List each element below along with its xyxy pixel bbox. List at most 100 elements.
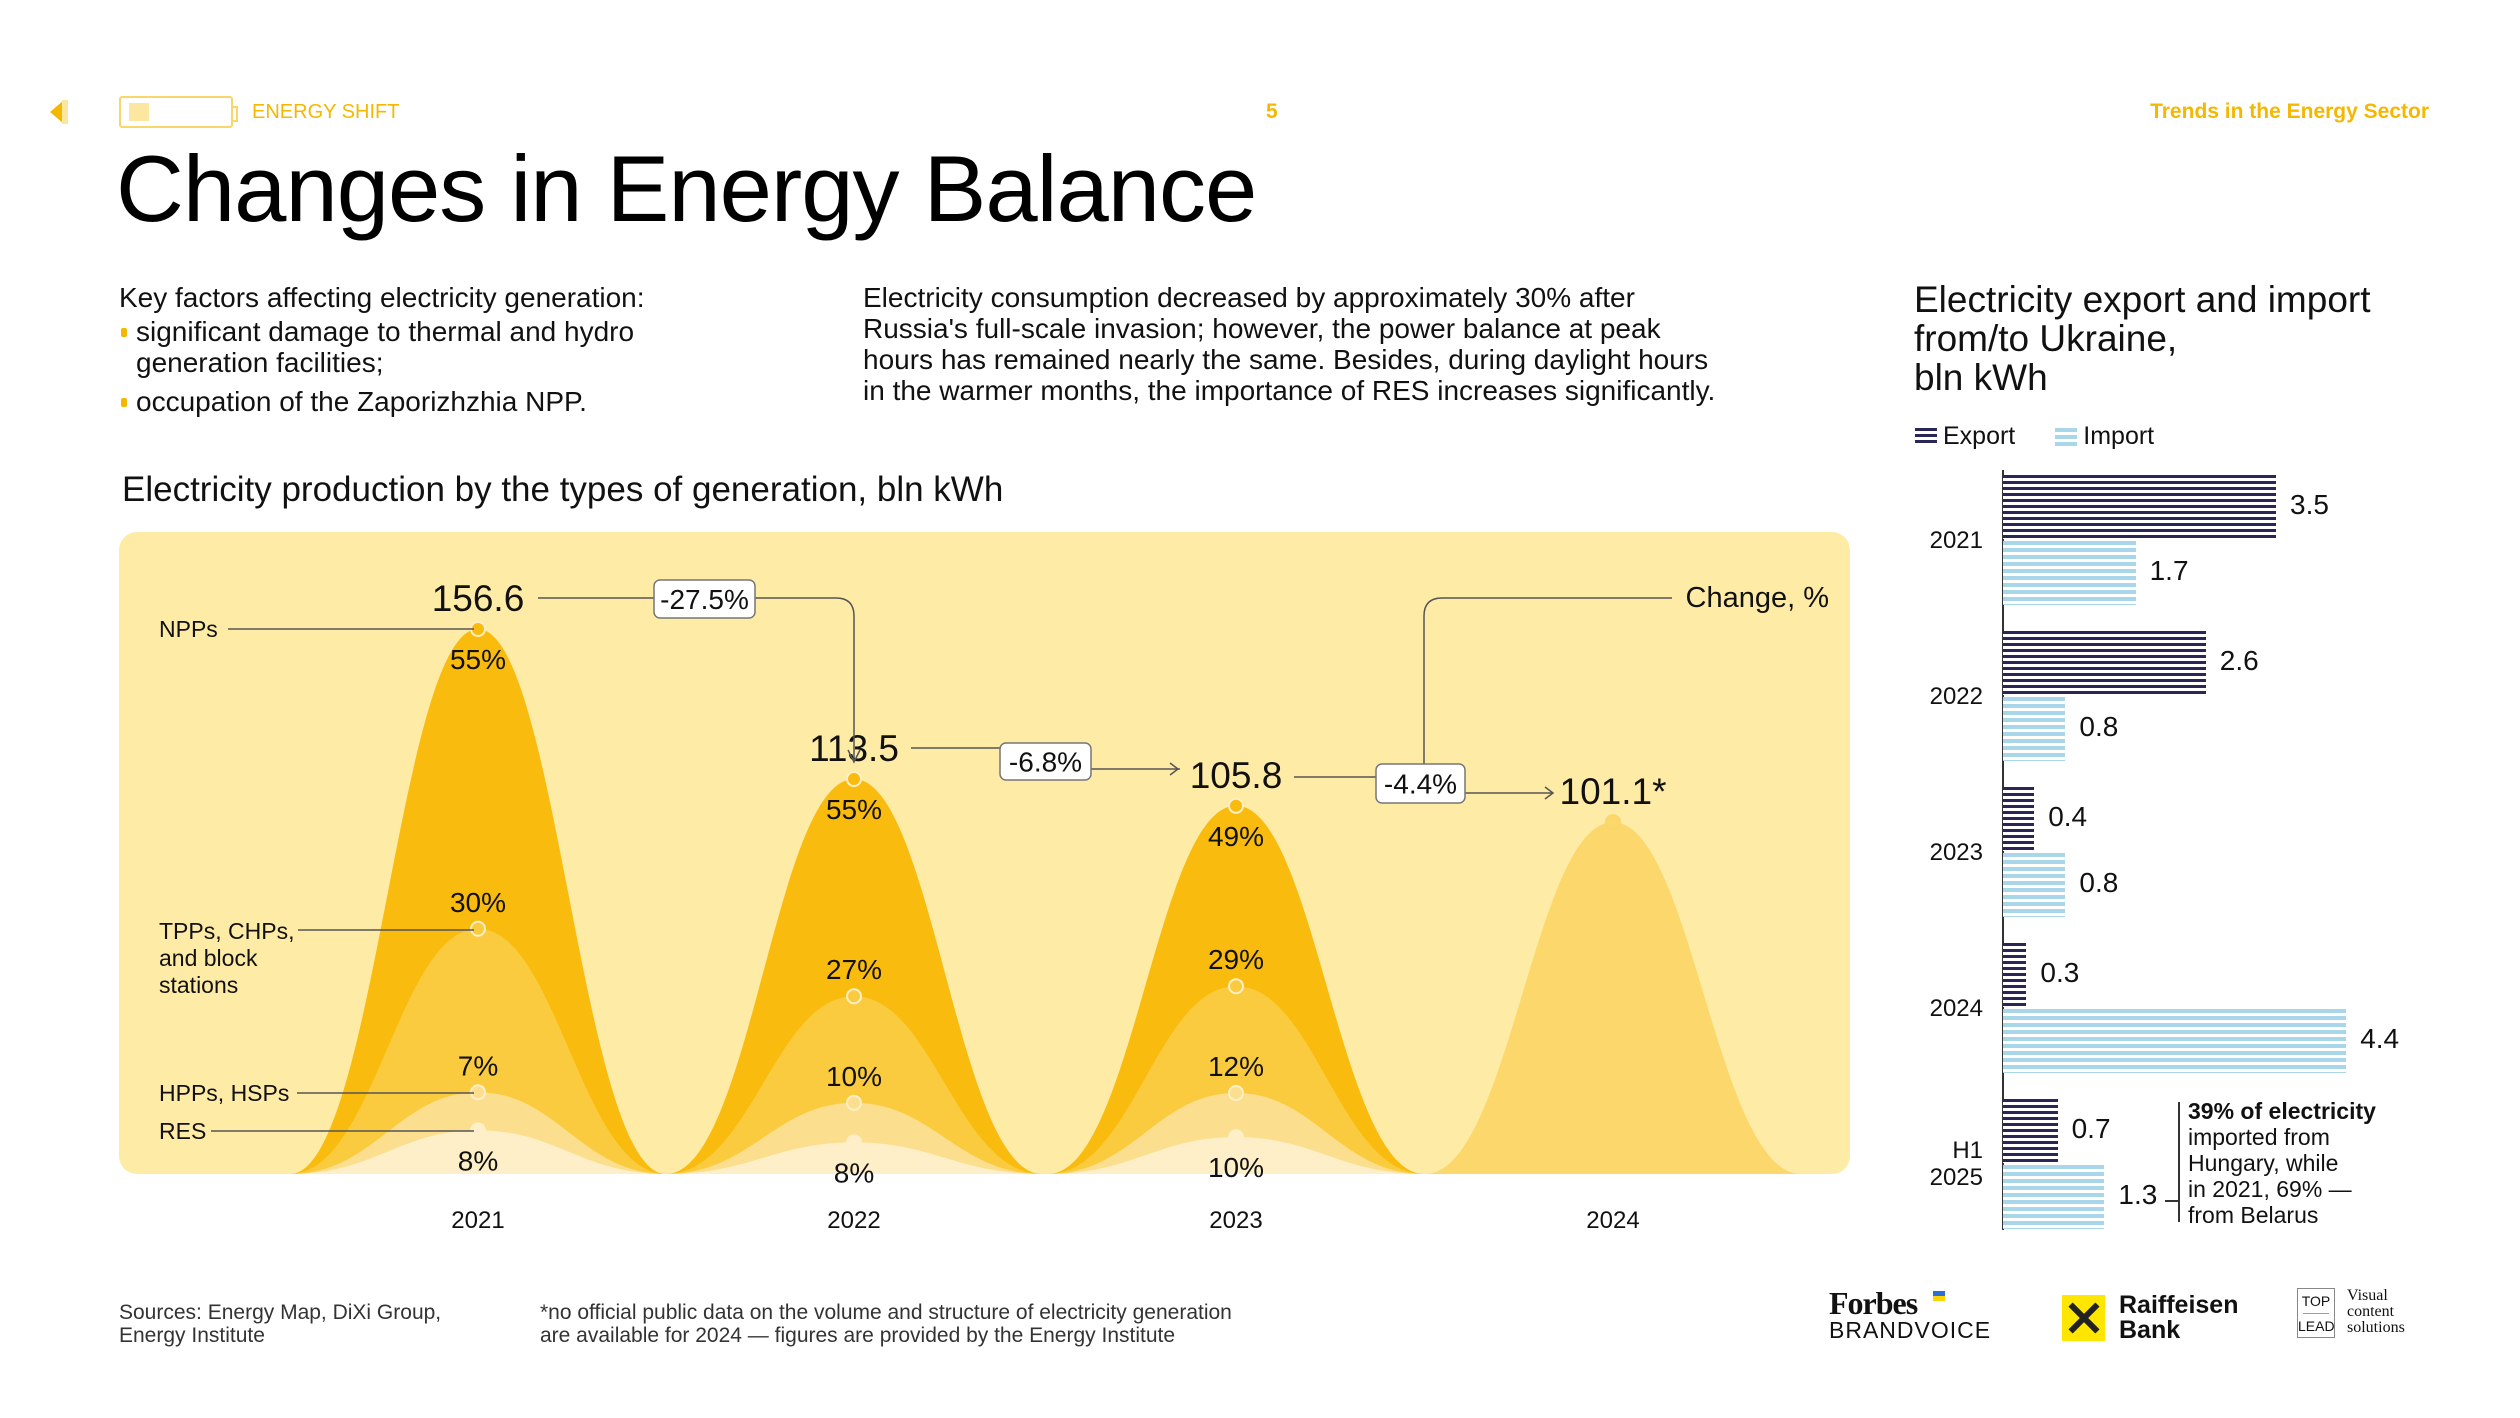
connector-line [538,597,855,761]
layer-npps-2021 [290,629,666,1174]
logo-text: Raiffeisen [2119,1291,2239,1319]
section-label: ENERGY SHIFT [252,101,400,123]
layer-res-2021 [290,1130,666,1174]
bar-value: 1.7 [2149,555,2189,586]
logo-text: Forbes [1829,1285,1918,1321]
chapter-title: Trends in the Energy Sector [2150,100,2429,123]
bullet-item: significant damage to thermal and hydro … [119,316,645,378]
footnote-line: are available for 2024 — figures are pro… [540,1324,1176,1347]
export-bar [2003,475,2276,539]
bar-value: 0.7 [2071,1113,2111,1144]
legend-label: Export [1943,422,2016,450]
connector-line [1423,597,1672,764]
layer-dot [846,1094,862,1111]
footnote: *no official public data on the volume a… [540,1301,1232,1347]
total-label: 101.1* [1560,771,1667,812]
page-title: Changes in Energy Balance [116,136,1257,241]
paragraph-line: Electricity consumption decreased by app… [863,282,1635,313]
layer-tpps-2023 [1048,986,1424,1174]
bullet-item: occupation of the Zaporizhzhia NPP. [119,386,645,417]
layer-dot [1228,1084,1244,1101]
layer-dot [846,770,862,787]
share-label: 55% [450,644,506,675]
export-bar [2003,787,2035,851]
share-label: 49% [1208,821,1264,852]
connector-line [911,747,1180,770]
share-label: 10% [826,1061,882,1092]
logo-text: TOP [2301,1293,2331,1309]
logo-text: content [2347,1303,2395,1320]
total-label: 156.6 [432,578,525,619]
category-line: H1 [1952,1137,1983,1164]
raiffeisen-bank-logo: Raiffeisen Bank [2062,1293,2238,1343]
layer-res-2022 [666,1142,1042,1174]
note-line: from Belarus [2188,1202,2319,1228]
share-label: 12% [1208,1051,1264,1082]
share-label: 8% [458,1145,498,1176]
category-label: 2023 [1903,839,1983,866]
title-line: Electricity export and import [1914,279,2371,320]
import-swatch [2055,427,2078,446]
key-factors-heading: Key factors affecting electricity genera… [119,282,645,313]
category-line: 2021 [1929,527,1983,554]
share-label: 30% [450,887,506,918]
connector-line [1294,776,1553,794]
legend: Export Import [1915,422,2154,451]
share-label: 27% [826,954,882,985]
logo-text: Visual [2347,1287,2388,1304]
logo-text: BRANDVOICE [1829,1317,1992,1343]
ukraine-flag-icon [1933,1291,1945,1301]
bar-value: 4.4 [2360,1023,2400,1054]
share-label: 7% [458,1050,498,1081]
logo-text: Bank [2119,1316,2181,1344]
bar-value: 0.8 [2079,867,2119,898]
sources-line: Sources: Energy Map, DiXi Group, [119,1301,442,1324]
battery-icon [119,96,238,128]
export-swatch [1915,427,1937,446]
legend-label: Import [2083,422,2155,450]
bar-value: 2.6 [2219,645,2259,676]
change-legend-label: Change, % [1686,582,1830,614]
category-label: 2022 [1903,683,1983,710]
layer-tpps-2022 [666,996,1042,1174]
share-label: 55% [826,794,882,825]
share-label: 29% [1208,944,1264,975]
category-line: 2024 [1929,995,1983,1022]
export-bar [2003,1099,2058,1163]
change-badge [999,742,1092,781]
bar-value: 0.8 [2079,711,2119,742]
bar-value: 3.5 [2290,489,2329,520]
category-label: 2024 [1903,995,1983,1022]
series-label-tpps: TPPs, CHPs, [159,918,294,944]
note-bold: 39% of electricity [2188,1098,2376,1124]
series-label-tpps: stations [159,972,238,998]
note-pointer [2165,1200,2178,1202]
raiffeisen-crossed-gables-icon [2062,1295,2105,1341]
layer-tpps-2021 [290,928,666,1174]
toplead-logo: TOP LEAD Visual content solutions [2297,1288,2405,1338]
series-label-tpps: and block [159,945,258,971]
legend-export: Export [1915,422,2015,451]
layer-npps-2022 [666,778,1042,1174]
sources-line: Energy Institute [119,1324,265,1347]
import-bar [2003,853,2066,917]
import-bar [2003,697,2066,761]
bullet-text: occupation of the Zaporizhzhia NPP. [136,386,587,417]
category-line: 2023 [1929,839,1983,866]
layer-dot [1228,1129,1244,1146]
title-line: bln kWh [1914,357,2048,398]
series-label-hpps: HPPs, HSPs [159,1080,289,1106]
bar-value: 0.4 [2048,801,2088,832]
bullet-text: generation facilities; [136,347,384,378]
total-label: 105.8 [1190,755,1283,796]
back-arrow-icon[interactable] [50,100,68,124]
layer-dot [1228,978,1244,995]
paragraph-line: Russia's full-scale invasion; however, t… [863,313,1661,344]
logo-text: solutions [2347,1319,2405,1336]
note-divider [2178,1102,2180,1222]
category-label: 2021 [1903,527,1983,554]
arrow-head-icon [1544,786,1555,800]
year-label: 2024 [1586,1207,1639,1234]
series-label-npps: NPPs [159,616,218,642]
paragraph-line: in the warmer months, the importance of … [863,375,1716,406]
